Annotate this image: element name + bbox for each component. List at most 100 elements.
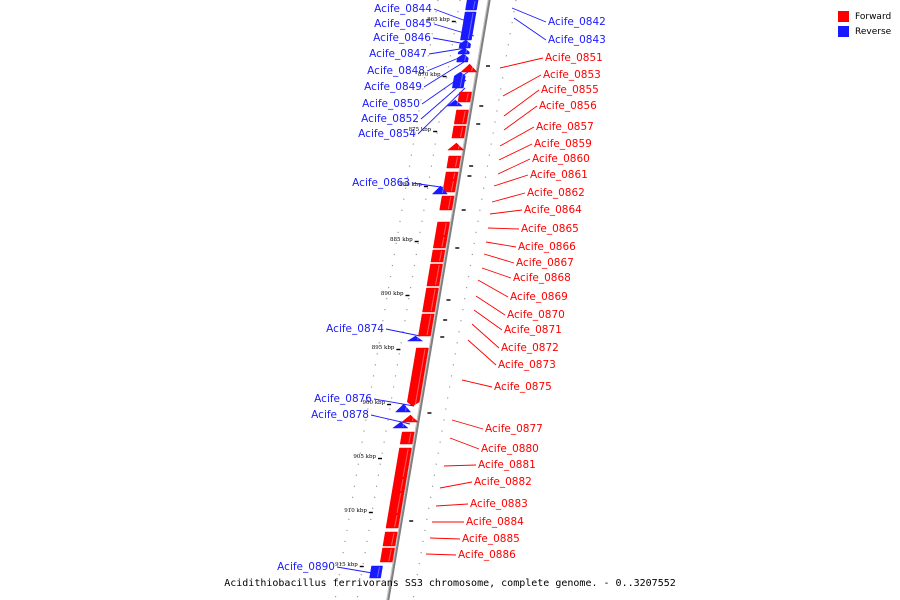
leader-line xyxy=(491,192,526,203)
legend-reverse-label: Reverse xyxy=(855,26,892,37)
tick-label: 905 kbp xyxy=(353,454,376,460)
label-acife-0856: Acife_0856 xyxy=(539,100,597,112)
feature-shade xyxy=(447,196,452,210)
feature-shade xyxy=(467,12,474,40)
leader-line xyxy=(435,503,469,507)
label-acife-0866: Acife_0866 xyxy=(518,241,576,253)
leader-line xyxy=(485,241,517,248)
feature-shade xyxy=(441,236,445,248)
label-acife-0851: Acife_0851 xyxy=(545,52,603,64)
gene-feature xyxy=(451,125,467,139)
feature-shade xyxy=(443,222,447,236)
gene-feature xyxy=(431,185,448,195)
label-acife-0884: Acife_0884 xyxy=(466,516,524,528)
label-acife-0849: Acife_0849 xyxy=(364,81,422,93)
axis-line xyxy=(386,0,491,600)
leader-line xyxy=(499,57,544,69)
feature-shade xyxy=(402,448,409,478)
leader-line xyxy=(511,7,547,23)
leader-line xyxy=(373,398,415,407)
leader-line xyxy=(477,279,509,298)
gene-feature xyxy=(453,109,469,125)
leader-line xyxy=(481,267,512,279)
tick-label: 875 kbp xyxy=(409,127,432,133)
feature-shade xyxy=(394,514,398,528)
feature-shade xyxy=(465,48,468,54)
feature-shade xyxy=(439,250,443,262)
label-acife-0875: Acife_0875 xyxy=(494,381,552,393)
label-acife-0847: Acife_0847 xyxy=(369,48,427,60)
tick-label: 915 kbp xyxy=(335,562,358,568)
gene-feature xyxy=(432,235,448,249)
leader-line xyxy=(428,47,467,55)
label-acife-0880: Acife_0880 xyxy=(481,443,539,455)
legend-reverse: Reverse xyxy=(838,24,891,39)
feature-shade xyxy=(462,110,466,124)
feature-shade xyxy=(426,314,432,336)
gene-feature xyxy=(385,513,401,529)
tick-label: 880 kbp xyxy=(399,182,422,188)
label-acife-0872: Acife_0872 xyxy=(501,342,559,354)
gene-features xyxy=(369,0,479,579)
gene-feature xyxy=(446,155,462,169)
label-acife-0873: Acife_0873 xyxy=(498,359,556,371)
axis-ticks: 865 kbp 870 kbp 875 kbp 880 kbp 885 kbp 890 k… xyxy=(335,17,491,568)
gene-feature xyxy=(460,63,478,73)
forward-swatch xyxy=(838,11,849,22)
label-acife-0850: Acife_0850 xyxy=(362,98,420,110)
gene-feature xyxy=(394,403,412,413)
axis-highlight xyxy=(386,0,489,600)
leader-line xyxy=(503,89,540,117)
feature-shade xyxy=(388,548,392,562)
leader-line xyxy=(475,295,506,316)
feature-shade xyxy=(457,143,461,150)
tick-label: 885 kbp xyxy=(390,237,413,243)
feature-shade xyxy=(454,156,458,168)
leader-line xyxy=(429,537,461,540)
dots-left-outer xyxy=(334,0,439,600)
leader-line xyxy=(502,74,542,97)
leader-line xyxy=(471,323,500,349)
leader-line xyxy=(425,553,457,556)
leader-line xyxy=(370,414,411,425)
leader-line xyxy=(487,227,520,230)
gene-feature xyxy=(439,195,455,211)
feature-shade xyxy=(396,492,402,514)
legend-forward: Forward xyxy=(838,9,891,24)
label-acife-0869: Acife_0869 xyxy=(510,291,568,303)
label-acife-0864: Acife_0864 xyxy=(524,204,582,216)
label-acife-0853: Acife_0853 xyxy=(543,69,601,81)
label-acife-0871: Acife_0871 xyxy=(504,324,562,336)
gene-feature xyxy=(406,335,424,342)
feature-shade xyxy=(450,180,454,192)
label-acife-0878: Acife_0878 xyxy=(311,409,369,421)
label-acife-0848: Acife_0848 xyxy=(367,65,425,77)
leader-line xyxy=(473,309,503,331)
tick-label: 890 kbp xyxy=(381,291,404,297)
leader-line xyxy=(493,174,529,187)
leader-line xyxy=(467,339,497,366)
gene-feature xyxy=(430,249,446,263)
leader-line xyxy=(451,419,484,430)
leader-line xyxy=(489,209,523,215)
leader-line xyxy=(411,182,449,189)
label-acife-0883: Acife_0883 xyxy=(470,498,528,510)
feature-shade xyxy=(402,422,405,428)
legend-forward-label: Forward xyxy=(855,11,892,22)
label-acife-0859: Acife_0859 xyxy=(534,138,592,150)
label-acife-0843: Acife_0843 xyxy=(548,34,606,46)
feature-shade xyxy=(471,64,474,72)
label-acife-0865: Acife_0865 xyxy=(521,223,579,235)
gene-labels: Acife_0844 Acife_0845 Acife_0846 Acife_0847… xyxy=(277,3,606,573)
tick-label: 895 kbp xyxy=(372,345,395,351)
gene-feature xyxy=(457,91,472,103)
feature-shade xyxy=(412,415,415,422)
feature-shade xyxy=(466,92,469,102)
feature-shade xyxy=(417,336,419,341)
label-acife-0842: Acife_0842 xyxy=(548,16,606,28)
leader-line xyxy=(498,143,533,161)
leader-line xyxy=(499,126,535,147)
tick-label: 865 kbp xyxy=(427,17,450,23)
leader-line xyxy=(483,253,515,264)
